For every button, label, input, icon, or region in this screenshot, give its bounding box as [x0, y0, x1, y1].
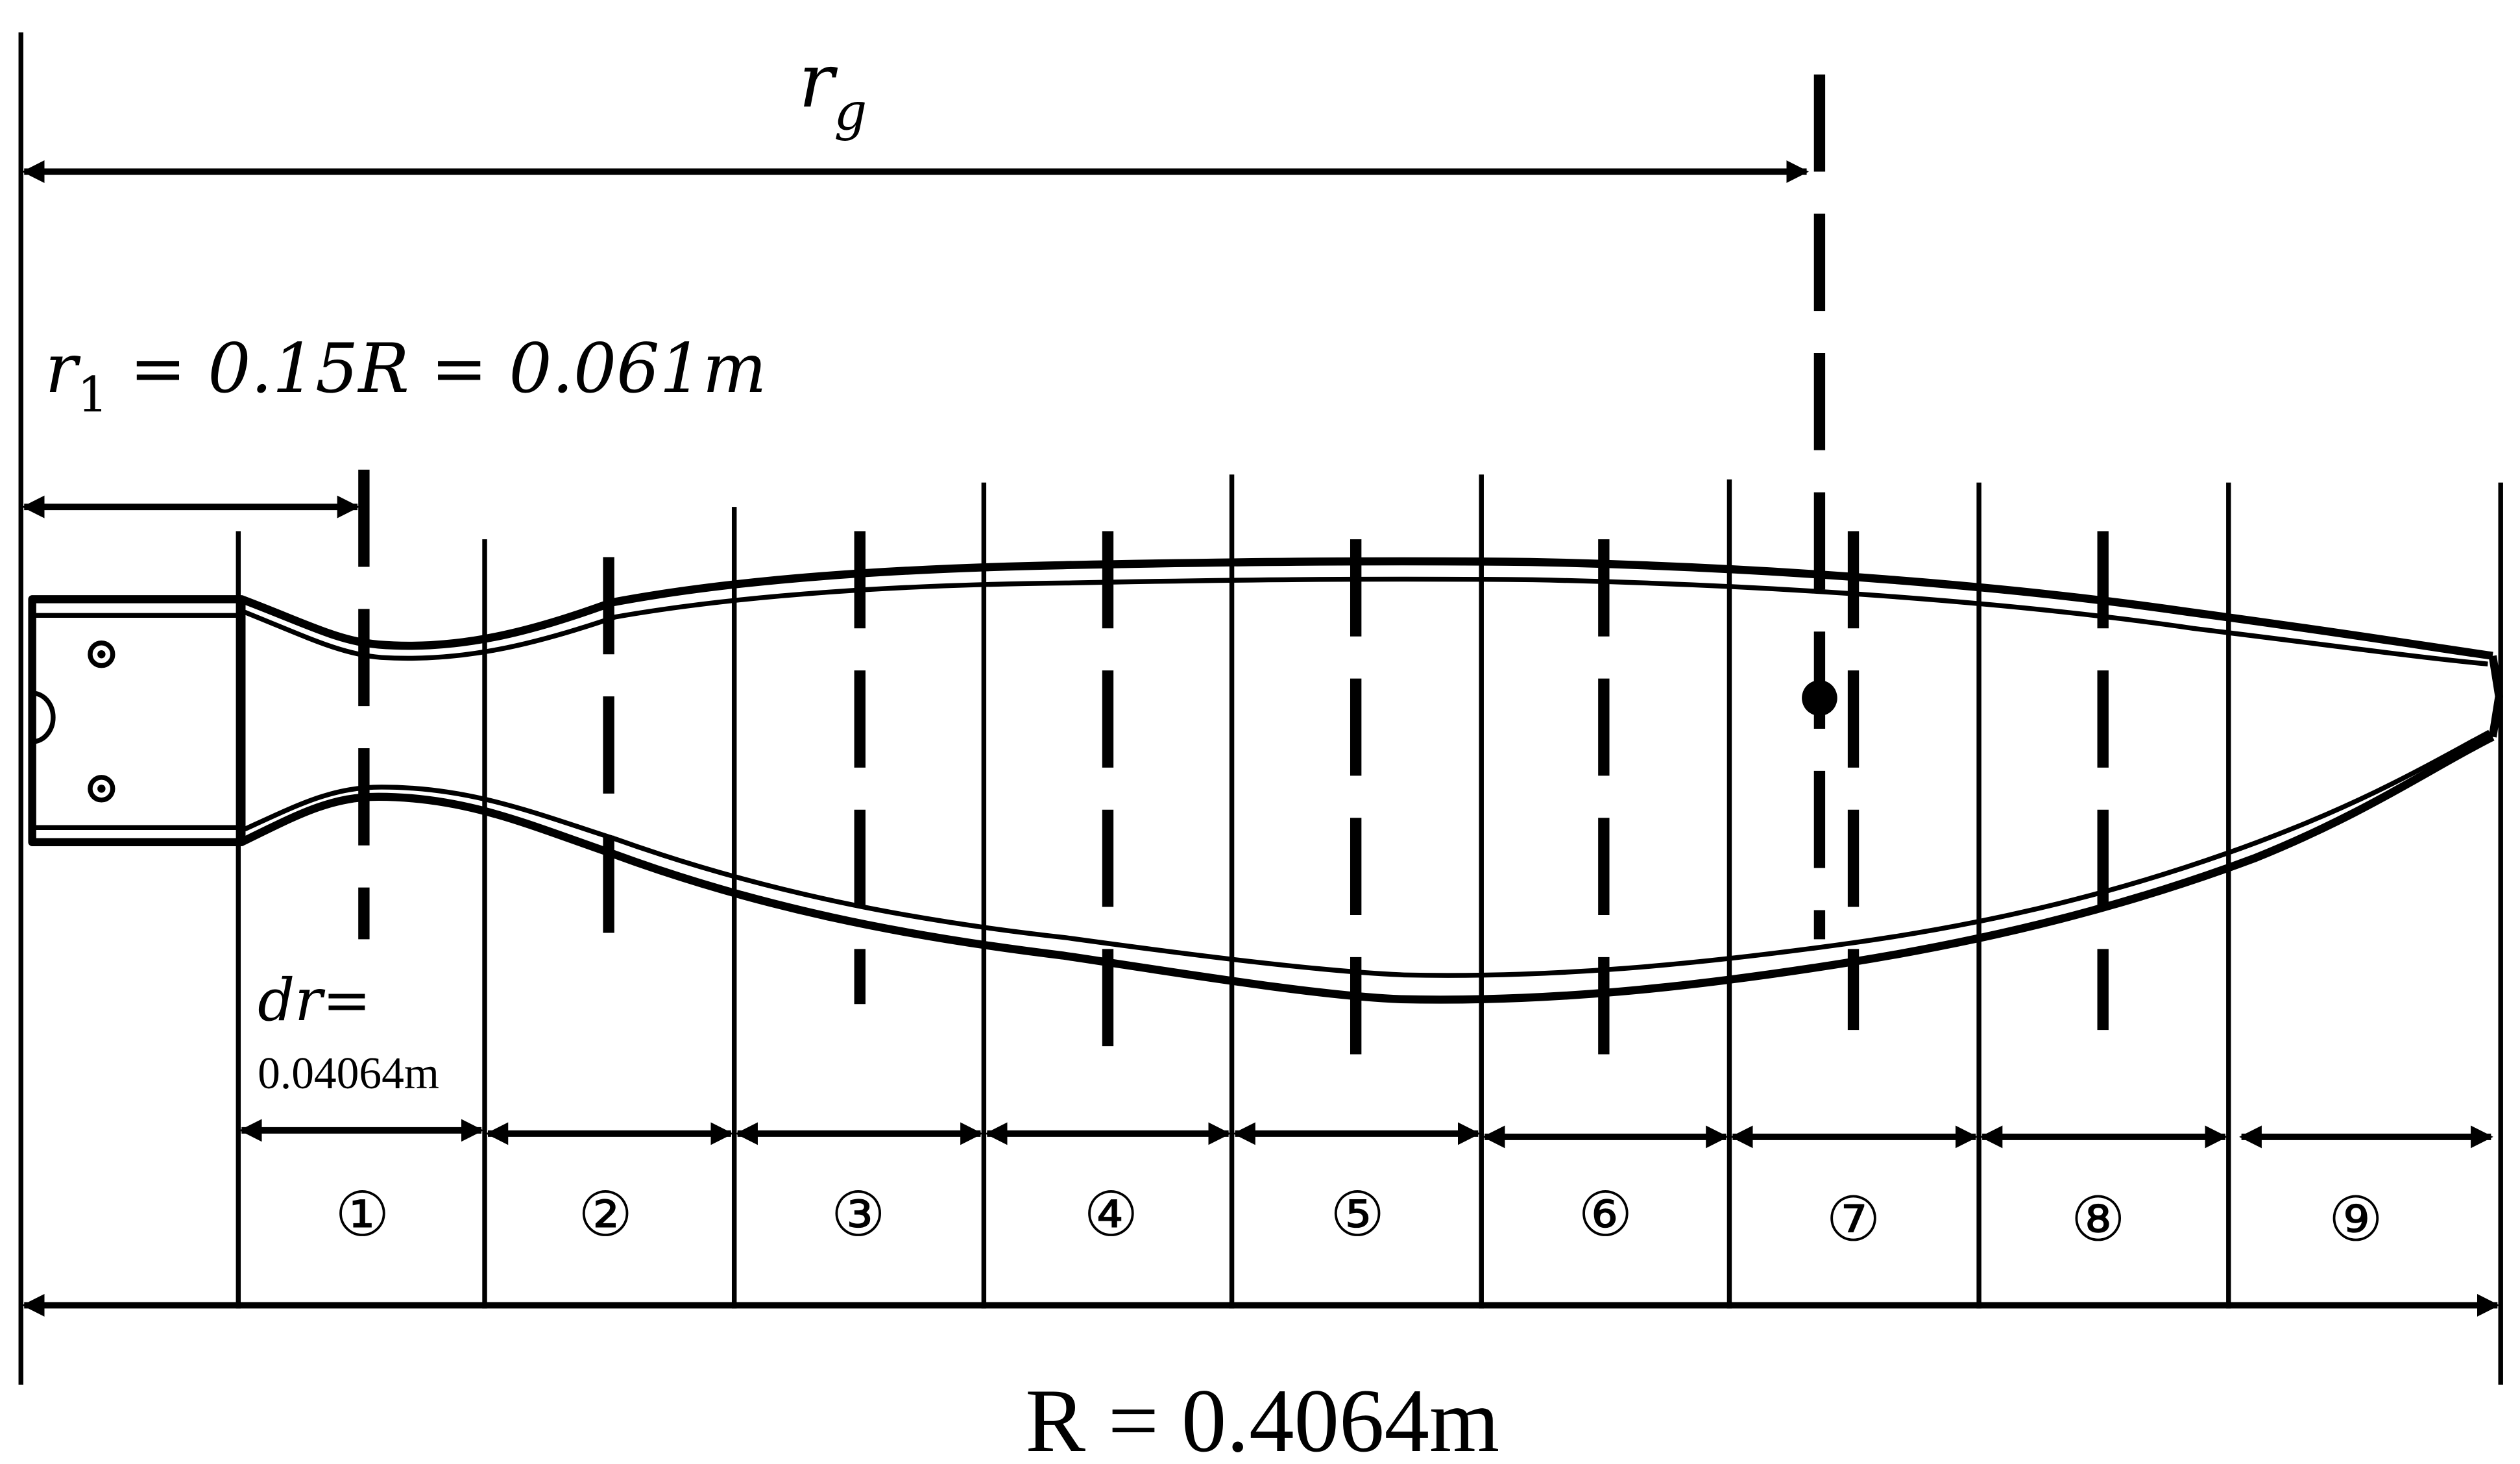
- rg-label: rg: [799, 38, 867, 141]
- center-of-gravity-point: [1802, 680, 1837, 716]
- section-centerlines: [358, 74, 2109, 1080]
- R-label: R = 0.4064m: [1025, 1371, 1499, 1464]
- hub-bolt-hole: [88, 640, 115, 668]
- segment-boundaries: [236, 474, 2231, 1309]
- dr-label: dr=: [258, 967, 371, 1034]
- segment-number: ⑧: [2070, 1184, 2126, 1255]
- r1-label: r1 = 0.15R = 0.061m: [45, 329, 766, 423]
- dr-value: 0.04064m: [258, 1049, 439, 1099]
- segment-number: ④: [1084, 1179, 1139, 1250]
- segment-numbers: ① ② ③ ④ ⑤ ⑥ ⑦ ⑧ ⑨: [335, 1179, 2383, 1256]
- segment-number: ①: [335, 1179, 390, 1250]
- segment-number: ⑤: [1330, 1179, 1385, 1250]
- segment-arrows: [239, 1119, 2493, 1149]
- segment-number: ⑥: [1578, 1179, 1633, 1250]
- hub-bolt-hole: [88, 775, 115, 803]
- segment-number: ⑦: [1826, 1184, 1881, 1255]
- segment-number: ③: [831, 1179, 886, 1250]
- blade-hub: [28, 595, 246, 846]
- blade-outline: [239, 557, 2503, 1004]
- segment-number: ②: [578, 1179, 633, 1250]
- segment-number: ⑨: [2329, 1184, 2384, 1255]
